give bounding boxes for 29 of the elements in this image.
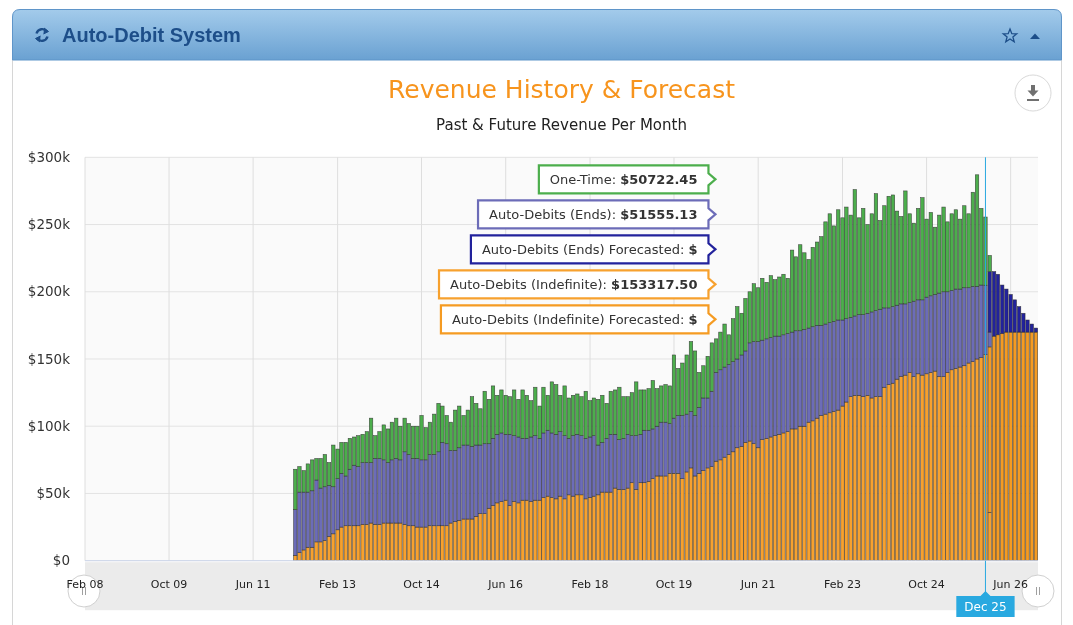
y-tick-label: $250k	[27, 216, 71, 233]
bar	[1033, 331, 1038, 561]
y-tick-label: $0	[52, 552, 70, 569]
x-tick-label: Oct 19	[655, 578, 693, 591]
y-tick-label: $100k	[27, 417, 71, 434]
annotation: Auto-Debits (Indefinite): $153317.50	[450, 276, 698, 292]
x-tick-label: Feb 18	[571, 578, 609, 591]
ref-line-label: Dec 25	[964, 600, 1007, 614]
y-tick-label: $150k	[27, 350, 71, 367]
x-tick-label: Feb 23	[824, 578, 861, 591]
text: Auto-Debit System	[62, 24, 241, 46]
annotation: Auto-Debits (Ends): $51555.13	[489, 206, 698, 222]
x-tick-label: Jun 21	[739, 578, 776, 591]
annotation: Auto-Debits (Ends) Forecasted: $	[481, 241, 698, 257]
x-tick-label: Feb 13	[319, 578, 357, 591]
y-tick-label: $50k	[36, 484, 71, 501]
chart-title: Revenue History & Forecast	[388, 75, 736, 104]
x-tick-label: Feb 08	[66, 578, 104, 591]
annotation: Auto-Debits (Indefinite) Forecasted: $	[451, 311, 698, 327]
x-tick-label: Oct 14	[403, 578, 440, 591]
y-tick-label: $300k	[27, 148, 71, 165]
x-tick-label: Oct 09	[150, 578, 188, 591]
chart-subtitle: Past & Future Revenue Per Month	[436, 116, 687, 134]
x-tick-label: Jun 11	[234, 578, 271, 591]
annotation: One-Time: $50722.45	[549, 171, 698, 187]
x-tick-label: Oct 24	[908, 578, 945, 591]
x-tick-label: Jun 16	[487, 578, 524, 591]
x-tick-label: Jun 26	[992, 578, 1028, 591]
y-tick-label: $200k	[27, 283, 71, 300]
